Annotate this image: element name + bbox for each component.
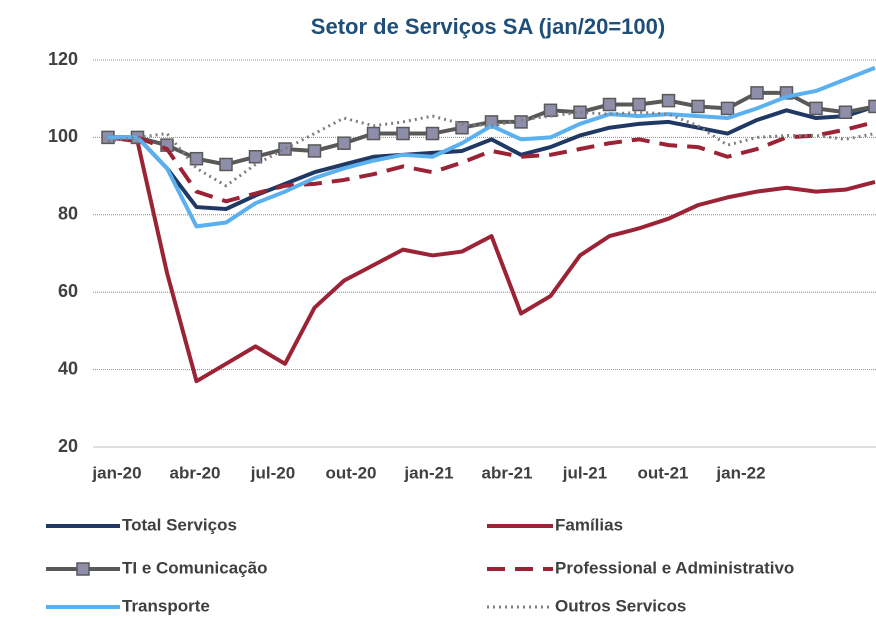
series-marker (661, 93, 676, 108)
series-marker (278, 142, 292, 156)
series-marker (602, 97, 617, 112)
series-line (107, 135, 876, 384)
x-tick-label: jul-21 (562, 463, 607, 482)
series-marker (514, 115, 528, 129)
legend-label: Total Serviços (122, 515, 237, 534)
y-tick-label: 20 (58, 436, 78, 456)
x-tick-label: out-20 (326, 463, 377, 482)
series-marker (425, 126, 440, 141)
series-marker (750, 86, 764, 100)
legend-label: Professional e Administrativo (555, 558, 794, 577)
legend-label: Transporte (122, 596, 210, 615)
series-marker (307, 144, 322, 158)
x-tick-label: abr-20 (169, 463, 220, 482)
x-tick-label: abr-21 (481, 463, 532, 482)
legend-label: TI e Comunicação (122, 558, 267, 577)
series-marker (691, 99, 705, 114)
series-line (108, 90, 876, 167)
series-marker (543, 103, 558, 118)
y-tick-label: 40 (58, 358, 78, 378)
x-tick-label: out-21 (638, 463, 689, 482)
series-marker (366, 126, 381, 141)
legend-label: Famílias (555, 515, 623, 534)
series-marker (632, 97, 646, 112)
x-tick-label: jul-20 (250, 463, 295, 482)
series-marker (720, 101, 735, 116)
series-line (107, 110, 876, 188)
y-tick-label: 80 (58, 204, 78, 224)
series-marker (337, 136, 351, 150)
y-tick-label: 60 (58, 281, 78, 301)
series-marker (868, 99, 876, 114)
y-tick-label: 100 (48, 126, 78, 146)
series-marker (219, 157, 233, 172)
series-marker (838, 105, 853, 119)
series-line (108, 119, 876, 204)
y-tick-label: 120 (48, 49, 78, 69)
series-marker (248, 150, 263, 164)
x-tick-label: jan-22 (715, 463, 765, 482)
chart-title: Setor de Serviços SA (jan/20=100) (311, 14, 665, 39)
series-line (108, 104, 876, 211)
series-marker (396, 126, 410, 141)
series-marker (573, 105, 587, 119)
series-marker (455, 120, 469, 135)
x-tick-label: jan-21 (403, 463, 453, 482)
legend-label: Outros Servicos (555, 596, 686, 615)
series-marker (189, 151, 204, 166)
x-tick-label: jan-20 (91, 463, 141, 482)
series-marker (809, 101, 823, 116)
legend-marker (76, 562, 90, 576)
